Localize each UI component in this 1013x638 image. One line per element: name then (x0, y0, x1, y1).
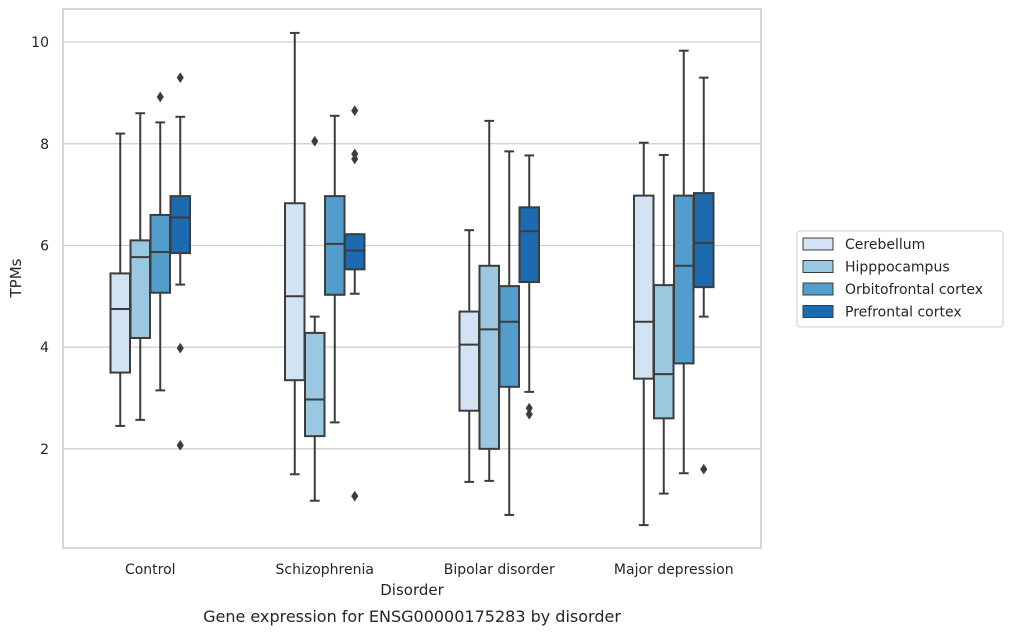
x-axis-label: Disorder (380, 581, 444, 599)
outlier-marker (351, 105, 359, 117)
box-group (109, 132, 131, 427)
box-group (693, 76, 715, 475)
y-axis-label: TPMs (7, 258, 25, 298)
box-group (304, 135, 326, 502)
box (304, 331, 326, 438)
box-group (284, 31, 306, 476)
box-group (169, 72, 191, 451)
y-tick-label: 4 (40, 340, 49, 356)
x-tick-label: Bipolar disorder (444, 562, 555, 578)
box (693, 192, 715, 289)
legend: Cerebellum Hipppocampus Orbitofrontal cort… (796, 230, 1004, 328)
legend-label: Cerebellum (845, 237, 925, 253)
legend-frame (796, 230, 1004, 328)
box (284, 202, 306, 382)
box (673, 194, 695, 365)
x-tick-label: Control (125, 562, 176, 578)
box-group (653, 153, 675, 495)
outlier-marker (176, 342, 184, 354)
box (633, 194, 655, 380)
outlier-marker (176, 72, 184, 84)
box (478, 264, 500, 450)
box-group (149, 91, 171, 392)
box (149, 213, 171, 294)
box-group (324, 114, 346, 424)
box (458, 310, 480, 412)
x-tick-label: Schizophrenia (276, 562, 374, 578)
y-tick-label: 2 (40, 442, 49, 458)
y-tick-label: 10 (31, 35, 49, 51)
outlier-marker (700, 463, 708, 475)
outlier-marker (525, 408, 533, 420)
box (344, 233, 366, 271)
y-tick-label: 8 (40, 137, 49, 153)
box (109, 272, 131, 374)
outlier-marker (311, 135, 319, 147)
y-tick-label: 6 (40, 238, 49, 254)
box (129, 239, 151, 339)
x-tick-label: Major depression (614, 562, 734, 578)
legend-swatch (802, 237, 834, 251)
box (169, 195, 191, 255)
box-group (673, 49, 695, 475)
outlier-marker (351, 153, 359, 165)
legend-label: Hipppocampus (845, 260, 950, 276)
box-group (518, 154, 540, 420)
chart-caption: Gene expression for ENSG00000175283 by d… (203, 607, 621, 626)
legend-swatch (802, 305, 834, 318)
outlier-marker (351, 490, 359, 502)
box (518, 206, 540, 284)
box (324, 195, 346, 296)
legend-label: Orbitofrontal cortex (845, 282, 983, 298)
legend-swatch (802, 282, 834, 296)
outlier-marker (176, 439, 184, 451)
box (653, 284, 675, 420)
box-group (344, 105, 366, 502)
outlier-marker (156, 91, 164, 103)
box-group (498, 150, 520, 516)
legend-swatch (802, 260, 834, 273)
box (498, 285, 520, 388)
box-group (458, 229, 480, 483)
legend-label: Prefrontal cortex (845, 305, 962, 321)
